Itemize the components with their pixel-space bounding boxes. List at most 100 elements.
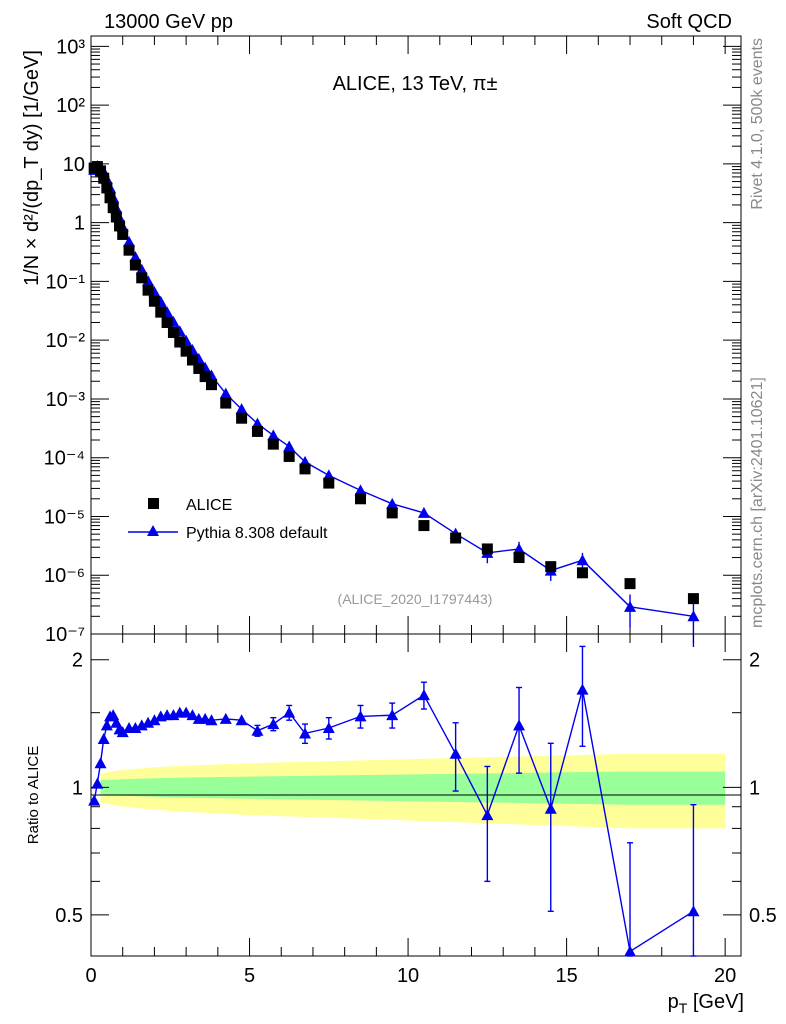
ratio-point [386, 709, 399, 721]
ratio-point [576, 683, 589, 695]
mc-point [251, 417, 264, 429]
data-point [513, 552, 525, 564]
header-right: Soft QCD [646, 11, 732, 33]
main-ytick-label: 10⁻³ [46, 389, 86, 411]
mc-point [354, 484, 367, 496]
data-point [114, 220, 126, 232]
ratio-point [354, 710, 367, 722]
xlabel: pT [GeV] [668, 991, 744, 1016]
ratio-point [251, 724, 264, 736]
xlabel-p: p [668, 991, 679, 1013]
data-point [418, 520, 430, 532]
data-point [98, 172, 110, 184]
data-point [193, 362, 205, 374]
ratio-point [235, 714, 248, 726]
ratio-xtick-label: 0 [85, 965, 96, 987]
mc-line [93, 165, 694, 617]
main-ytick-label: 1 [74, 213, 85, 235]
ratio-ytick-label-right: 2 [749, 650, 760, 672]
ratio-point [116, 726, 129, 738]
ratio-xtick-label: 10 [397, 965, 419, 987]
data-point [545, 561, 557, 573]
header-left: 13000 GeV pp [104, 11, 233, 33]
mcplots-label: mcplots.cern.ch [arXiv:2401.10621] [749, 377, 766, 628]
ratio-point [687, 905, 700, 917]
data-point [299, 463, 311, 475]
ratio-point [205, 714, 218, 726]
mc-point [417, 506, 430, 518]
main-ytick-label: 10⁻⁷ [45, 624, 85, 646]
data-point [687, 593, 699, 605]
data-point [167, 327, 179, 339]
ratio-point [100, 719, 113, 731]
mc-point [624, 600, 637, 612]
ratio-point [513, 719, 526, 731]
data-point [107, 202, 119, 214]
ratio-panel: 0.5 0.51 12 20 5 10 15 20 Ratio to ALICE pT [Ge… [25, 633, 777, 1016]
ratio-xtick-label: 5 [244, 965, 255, 987]
legend-marker-alice [148, 498, 159, 509]
ratio-ytick-label-right: 0.5 [749, 905, 777, 927]
data-point [136, 272, 148, 284]
data-point [386, 507, 398, 519]
data-point [104, 192, 116, 204]
mc-point [386, 497, 399, 509]
data-point [323, 477, 335, 489]
mc-point [123, 235, 136, 247]
ratio-ytick-label: 1 [72, 777, 83, 799]
ratio-point [267, 718, 280, 730]
data-point [267, 438, 279, 450]
data-point [129, 259, 141, 271]
data-point [624, 578, 636, 590]
mc-point [283, 440, 296, 452]
main-ytick-label: 10⁻¹ [46, 271, 86, 293]
data-point [355, 493, 367, 505]
ratio-point [299, 727, 312, 739]
data-point [123, 244, 135, 256]
data-point [205, 379, 217, 391]
ratio-point [148, 714, 161, 726]
data-point [110, 211, 122, 223]
ratio-point [481, 809, 494, 821]
ratio-xtick-label: 20 [714, 965, 736, 987]
data-point [101, 182, 113, 194]
main-ytick-label: 10⁻⁴ [44, 448, 85, 470]
mc-point [142, 275, 155, 287]
mc-point [513, 542, 526, 554]
main-title: ALICE, 13 TeV, π± [333, 73, 498, 95]
data-point [186, 354, 198, 366]
ratio-point [624, 945, 637, 957]
ratio-ytick-label: 2 [72, 650, 83, 672]
data-point [180, 345, 192, 357]
legend: ALICE Pythia 8.308 default [128, 497, 328, 542]
main-ytick-label: 10⁻⁵ [44, 506, 85, 528]
main-frame [90, 35, 742, 635]
mc-point [235, 403, 248, 415]
legend-marker-mc [147, 525, 159, 536]
data-point [142, 284, 154, 296]
ratio-ylabel: Ratio to ALICE [25, 746, 42, 844]
mc-point [576, 554, 589, 566]
data-point [576, 567, 588, 579]
data-point [199, 371, 211, 383]
data-point [450, 532, 462, 544]
ratio-point [322, 722, 335, 734]
mc-point [219, 387, 232, 399]
ratio-point [283, 706, 296, 718]
data-point [161, 316, 173, 328]
ratio-point [88, 794, 101, 806]
mc-point [135, 263, 148, 275]
data-point [251, 425, 263, 437]
xlabel-sub: T [679, 1000, 688, 1016]
ratio-point [186, 709, 199, 721]
main-ytick-label: 10 [63, 154, 85, 176]
ratio-point [94, 757, 107, 769]
ratio-point [219, 712, 232, 724]
main-ytick-label: 10⁻⁶ [44, 565, 85, 587]
data-point [155, 306, 167, 318]
main-ylabel: 1/N × d²/(dp_T dy) [1/GeV] [21, 50, 43, 286]
main-panel: 10⁻⁷ 10⁻⁶ 10⁻⁵ 10⁻⁴ 10⁻³ 10⁻² 10⁻¹ 1 10 10² 10³ AL… [21, 35, 742, 648]
ratio-point [449, 747, 462, 759]
ratio-point [180, 706, 193, 718]
